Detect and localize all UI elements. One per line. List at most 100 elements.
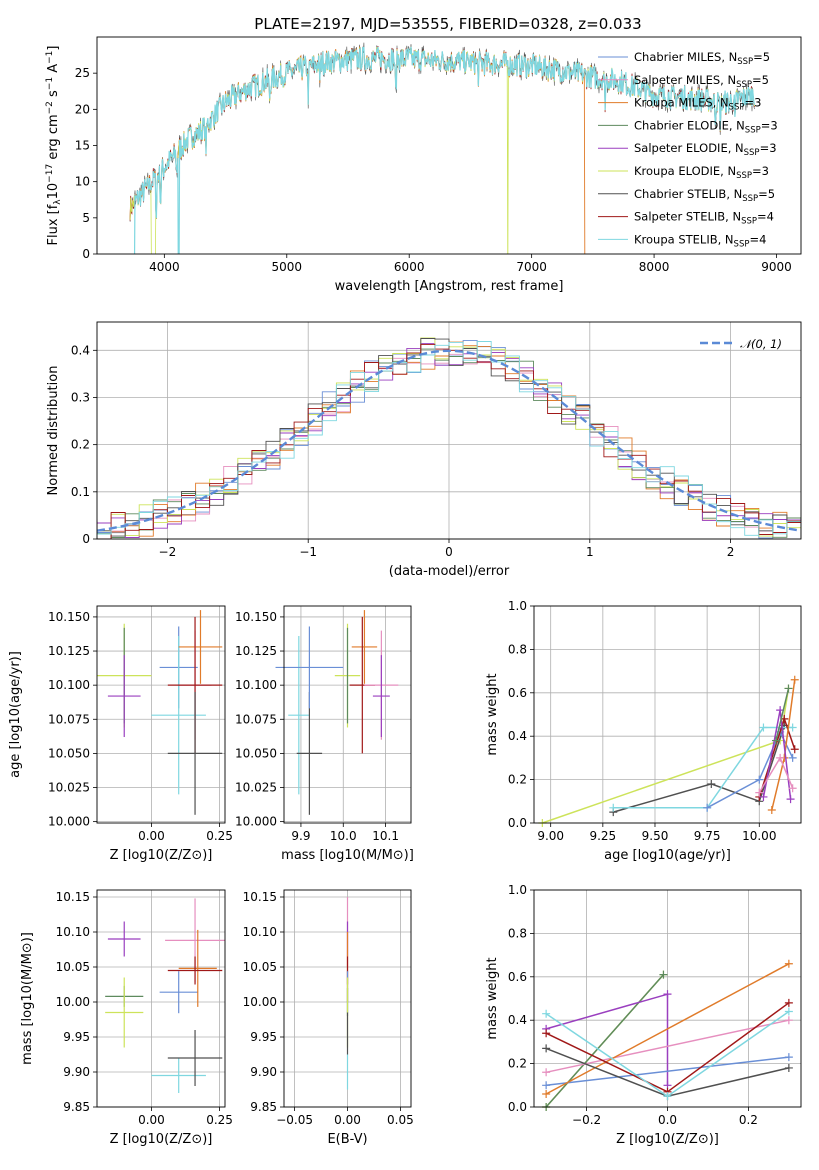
legend-label-ke: Kroupa ELODIE, NSSP=3 (634, 164, 769, 181)
series-ke (542, 688, 790, 824)
x-tick-label: 0.00 (334, 1113, 361, 1127)
series-ce (775, 688, 790, 741)
y-tick-label: 10.000 (48, 815, 90, 829)
spectrum-ylabel: Flux [fλ10−17 erg cm−2 s−1 A−1] (45, 46, 63, 246)
marker-ks (759, 723, 768, 732)
legend-sub: SSP (737, 57, 753, 67)
x-tick-label: −2 (159, 545, 177, 559)
x-tick-label: 4000 (149, 260, 180, 274)
marker-cm (788, 753, 797, 762)
legend-label-cm: Chabrier MILES, NSSP=5 (634, 50, 770, 67)
mass_weight_vs_Z-ylabel: mass weight (485, 957, 500, 1039)
marker-km (784, 959, 793, 968)
residuals-frame (96, 321, 802, 540)
legend-text: Salpeter STELIB, N (634, 210, 741, 224)
legend-label-km: Kroupa MILES, NSSP=3 (634, 96, 761, 113)
y-tick-label: 10.025 (48, 781, 90, 795)
marker-cm (703, 803, 712, 812)
mass_vs_Z-axes: 0.00 0.25 9.85 9.90 9.95 10.00 10.05 10.10 10.15… (20, 889, 233, 1147)
ylabel-part: −1 (45, 77, 55, 90)
spectrum-plot (129, 42, 756, 254)
y-tick-label: 20 (75, 102, 90, 116)
x-tick-label: 0.0 (658, 1113, 677, 1127)
y-tick-label: 0.0 (508, 1100, 527, 1114)
y-tick-label: 1.0 (508, 599, 527, 613)
y-tick-label: 9.85 (63, 1100, 90, 1114)
mass_weight_vs_age-axes: 9.00 9.25 9.50 9.75 10.00 0.0 0.2 0.4 0.6 0.8 1.0 a… (485, 599, 802, 863)
marker-cm (755, 775, 764, 784)
ylabel-part: −17 (45, 164, 55, 183)
histogram-ss (97, 343, 801, 539)
spectrum-frame (96, 36, 802, 255)
marker-sm (755, 788, 764, 797)
x-tick-label: 6000 (394, 260, 425, 274)
x-tick-label: 0 (445, 545, 453, 559)
legend-text: Chabrier STELIB, N (634, 187, 742, 201)
y-tick-label: 10.15 (56, 890, 90, 904)
y-tick-label: 10.125 (48, 644, 90, 658)
y-tick-label: 9.95 (250, 1030, 277, 1044)
histogram-ks (97, 341, 801, 539)
legend-suffix: =3 (744, 96, 761, 110)
marker-cm (784, 1053, 793, 1062)
residual-plot (97, 337, 801, 539)
marker-ss (542, 1029, 551, 1038)
legend-sub: SSP (736, 80, 752, 90)
x-tick-label: −1 (299, 545, 317, 559)
marker-cs (784, 1063, 793, 1072)
x-tick-label: 2 (727, 545, 735, 559)
legend-suffix: =4 (749, 232, 766, 246)
x-tick-label: 0.00 (138, 1113, 165, 1127)
marker-cm (542, 1081, 551, 1090)
legend-suffix: =3 (752, 164, 769, 178)
marker-se (786, 795, 795, 804)
legend-text: Kroupa MILES, N (634, 96, 729, 110)
legend-sub: SSP (745, 125, 761, 135)
x-tick-label: 9.9 (291, 829, 310, 843)
legend-suffix: =5 (758, 187, 775, 201)
series-ce (545, 974, 665, 1108)
legend-label-se: Salpeter ELODIE, NSSP=3 (634, 141, 777, 158)
legend-sub: SSP (742, 194, 758, 204)
legend-label-ce: Chabrier ELODIE, NSSP=3 (634, 118, 778, 135)
y-tick-label: 0.1 (71, 485, 90, 499)
ylabel-part: 10 (46, 183, 61, 200)
x-tick-label: 1 (586, 545, 594, 559)
y-tick-label: 10.050 (235, 746, 277, 760)
series-ks (613, 726, 793, 809)
y-tick-label: 10.075 (48, 712, 90, 726)
legend-sub: SSP (741, 217, 757, 227)
marker-km (542, 1089, 551, 1098)
marker-ss (790, 745, 799, 754)
y-tick-label: 0.0 (508, 816, 527, 830)
x-tick-label: 0.05 (387, 1113, 414, 1127)
y-tick-label: 10.00 (56, 995, 90, 1009)
marker-ks (663, 1092, 672, 1101)
legend-sub: SSP (734, 239, 750, 249)
x-tick-label: 9.75 (694, 829, 721, 843)
legend-text: Chabrier ELODIE, N (634, 118, 745, 132)
y-tick-label: 1.0 (508, 883, 527, 897)
x-tick-label: 7000 (516, 260, 547, 274)
legend-suffix: =5 (752, 73, 769, 87)
mass_weight_vs_age-frame (533, 605, 802, 824)
y-tick-label: 0.4 (71, 343, 90, 357)
x-tick-label: 8000 (639, 260, 670, 274)
legend-sub: SSP (744, 148, 760, 158)
age_vs_Z-frame (96, 605, 226, 824)
mass_weight_vs_age-xlabel: age [log10(age/yr)] (604, 848, 731, 863)
mass_vs_Z-ylabel: mass [log10(M/M⊙)] (20, 932, 35, 1065)
legend-text: Kroupa STELIB, N (634, 232, 734, 246)
y-tick-label: 0.6 (508, 970, 527, 984)
marker-km (790, 675, 799, 684)
ylabel-part: s (46, 90, 61, 101)
x-tick-label: 0.2 (739, 1113, 758, 1127)
gaussian-curve (97, 349, 801, 532)
marker-cs (542, 1044, 551, 1053)
y-tick-label: 9.95 (63, 1030, 90, 1044)
ylabel-part: −1 (45, 51, 55, 64)
x-tick-label: −0.05 (276, 1113, 313, 1127)
y-tick-label: 0.6 (508, 686, 527, 700)
marker-sm (784, 1016, 793, 1025)
